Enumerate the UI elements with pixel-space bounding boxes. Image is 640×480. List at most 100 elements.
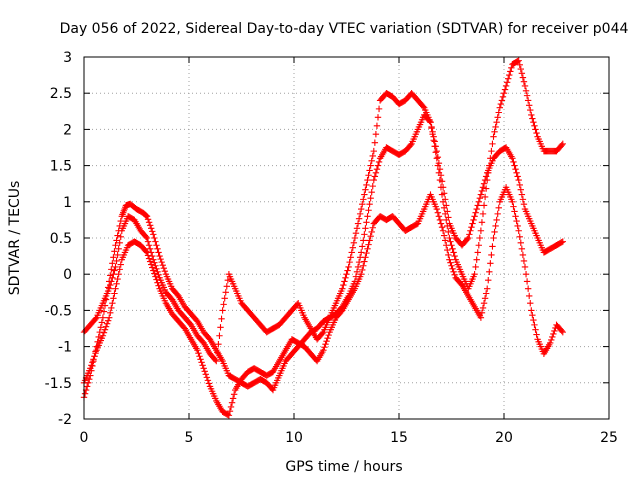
interp-point: [482, 290, 490, 297]
interp-point: [512, 213, 519, 220]
interp-point: [146, 222, 154, 229]
series-track-a: [80, 111, 566, 401]
interp-point: [142, 211, 149, 219]
interp-point: [114, 232, 121, 239]
interp-point: [362, 254, 369, 261]
interp-point: [149, 228, 156, 235]
data-point: [99, 332, 107, 339]
data-point: [106, 285, 113, 292]
interp-point: [478, 219, 486, 226]
interp-point: [486, 268, 493, 275]
interp-point: [523, 92, 531, 99]
interp-point: [495, 109, 502, 116]
interp-point: [431, 143, 438, 150]
interp-point: [359, 201, 366, 208]
interp-point: [346, 258, 353, 266]
interp-point: [524, 97, 532, 104]
interp-point: [343, 271, 350, 278]
interp-point: [372, 131, 380, 138]
grid-lines: [84, 57, 609, 419]
interp-point: [90, 356, 97, 363]
interp-point: [434, 153, 442, 161]
interp-point: [436, 166, 444, 173]
data-points: [80, 57, 566, 419]
interp-point: [531, 122, 538, 129]
interp-point: [468, 223, 475, 231]
interp-point: [108, 266, 115, 273]
interp-point: [323, 337, 330, 345]
interp-point: [475, 242, 482, 249]
interp-point: [215, 340, 222, 348]
interp-point: [516, 181, 523, 189]
interp-point: [363, 219, 370, 226]
y-tick-label: 1.5: [50, 159, 72, 175]
interp-point: [451, 271, 458, 279]
interp-point: [372, 169, 380, 177]
interp-point: [520, 257, 528, 265]
interp-point: [142, 233, 150, 240]
interp-point: [203, 374, 211, 381]
interp-point: [368, 188, 375, 196]
interp-point: [92, 315, 99, 323]
interp-point: [224, 411, 232, 418]
interp-point: [159, 261, 166, 269]
data-point: [364, 213, 371, 220]
interp-point: [226, 407, 234, 415]
interp-point: [220, 301, 227, 308]
interp-point: [196, 353, 203, 360]
interp-point: [151, 234, 158, 242]
interp-point: [366, 167, 373, 174]
interp-point: [212, 356, 219, 364]
interp-point: [513, 169, 520, 177]
y-tick-label: 0.5: [50, 231, 72, 247]
data-point: [465, 234, 472, 242]
data-point: [433, 147, 440, 155]
interp-point: [429, 131, 436, 138]
interp-point: [526, 102, 533, 109]
interp-point: [224, 277, 232, 284]
interp-point: [440, 204, 448, 212]
interp-point: [91, 353, 98, 360]
data-point: [112, 285, 119, 292]
interp-point: [476, 234, 484, 242]
interp-point: [144, 252, 152, 259]
data-point: [471, 271, 478, 278]
interp-point: [88, 362, 95, 369]
interp-point: [374, 162, 382, 169]
interp-point: [519, 74, 527, 81]
data-point: [87, 365, 94, 372]
interp-point: [530, 118, 537, 126]
interp-point: [493, 118, 500, 126]
interp-point: [230, 391, 238, 398]
data-point: [477, 191, 485, 198]
interp-point: [478, 187, 486, 195]
y-tick-label: 2: [63, 122, 72, 138]
x-tick-label: 20: [495, 430, 513, 446]
interp-point: [516, 61, 523, 69]
interp-point: [436, 176, 444, 184]
data-point: [547, 339, 554, 347]
data-point: [351, 234, 359, 242]
interp-point: [481, 295, 489, 302]
y-tick-label: 3: [63, 50, 72, 66]
data-point: [477, 314, 485, 321]
interp-point: [355, 215, 363, 222]
interp-point: [514, 222, 521, 230]
interp-point: [487, 155, 494, 162]
interp-point: [371, 173, 379, 180]
interp-point: [102, 323, 110, 330]
data-point: [219, 307, 226, 314]
data-point: [515, 57, 522, 64]
data-point: [150, 231, 157, 238]
data-point: [358, 249, 365, 256]
interp-point: [341, 278, 348, 285]
interp-point: [482, 185, 490, 192]
interp-point: [369, 152, 376, 160]
data-point: [143, 213, 151, 220]
interp-point: [469, 220, 476, 227]
interp-point: [197, 356, 204, 363]
interp-point: [117, 233, 124, 240]
interp-point: [363, 181, 370, 189]
y-tick-label: -1: [58, 340, 72, 356]
interp-point: [513, 217, 520, 225]
